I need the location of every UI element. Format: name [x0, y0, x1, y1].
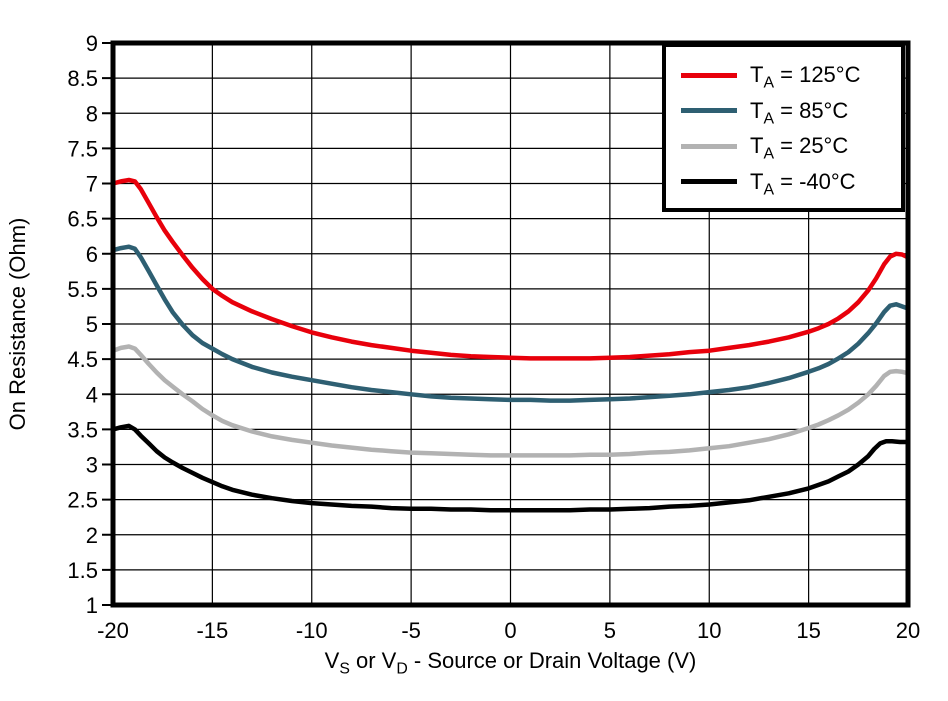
legend-swatch-25c	[681, 143, 737, 149]
x-title-seg: or V	[349, 648, 397, 673]
legend-item-85c: TA = 85°C	[666, 97, 901, 128]
y-tick-label: 2.5	[67, 488, 98, 513]
y-tick-label: 4	[86, 382, 98, 407]
legend-item-125c: TA = 125°C	[666, 62, 901, 92]
y-tick-label: 6.5	[67, 207, 98, 232]
y-tick-label: 7	[86, 172, 98, 197]
x-title-sub: D	[396, 660, 408, 678]
y-tick-label: 4.5	[67, 347, 98, 372]
legend-item-minus40c: TA = -40°C	[666, 168, 901, 198]
y-tick-label: 2	[86, 523, 98, 548]
x-tick-label: -5	[401, 618, 421, 643]
y-tick-label: 1.5	[67, 558, 98, 583]
y-tick-label: 9	[86, 31, 98, 56]
series-curve-0	[112, 177, 909, 361]
x-tick-label: 15	[796, 618, 820, 643]
legend: TA = 125°C TA = 85°C TA = 25°C TA = -40°…	[662, 43, 905, 212]
y-tick-label: 1	[86, 593, 98, 618]
legend-swatch-125c	[681, 72, 737, 78]
y-tick-label: 7.5	[67, 136, 98, 161]
y-tick-label: 5	[86, 312, 98, 337]
legend-item-25c: TA = 25°C	[666, 133, 901, 163]
y-tick-label: 6	[86, 242, 98, 267]
y-axis-title: On Resistance (Ohm)	[5, 218, 30, 431]
y-tick-label: 3.5	[67, 417, 98, 442]
y-tick-label: 5.5	[67, 277, 98, 302]
legend-label-85c: TA = 85°C	[750, 97, 849, 128]
x-tick-label: 0	[504, 618, 516, 643]
x-tick-label: 10	[697, 618, 721, 643]
legend-swatch-85c	[681, 108, 737, 114]
legend-label-125c: TA = 125°C	[750, 62, 861, 92]
x-tick-label: 5	[604, 618, 616, 643]
x-tick-label: -15	[196, 618, 228, 643]
x-title-seg: V	[324, 648, 340, 673]
x-title-sub: S	[339, 660, 350, 678]
x-title-seg: - Source or Drain Voltage (V)	[407, 648, 697, 673]
y-tick-label: 8	[86, 101, 98, 126]
x-tick-label: -10	[296, 618, 328, 643]
y-tick-label: 3	[86, 453, 98, 478]
x-axis-title: VS or VD - Source or Drain Voltage (V)	[113, 648, 908, 678]
plot-frame	[110, 40, 911, 608]
legend-label-25c: TA = 25°C	[750, 133, 849, 163]
series-curve-1	[112, 244, 909, 403]
series-curve-2	[112, 344, 909, 458]
series-curve-3	[112, 423, 908, 513]
y-tick-label: 8.5	[67, 66, 98, 91]
x-tick-label: -20	[97, 618, 129, 643]
legend-label-minus40c: TA = -40°C	[750, 168, 856, 198]
x-tick-label: 20	[896, 618, 920, 643]
legend-swatch-minus40c	[681, 179, 737, 185]
